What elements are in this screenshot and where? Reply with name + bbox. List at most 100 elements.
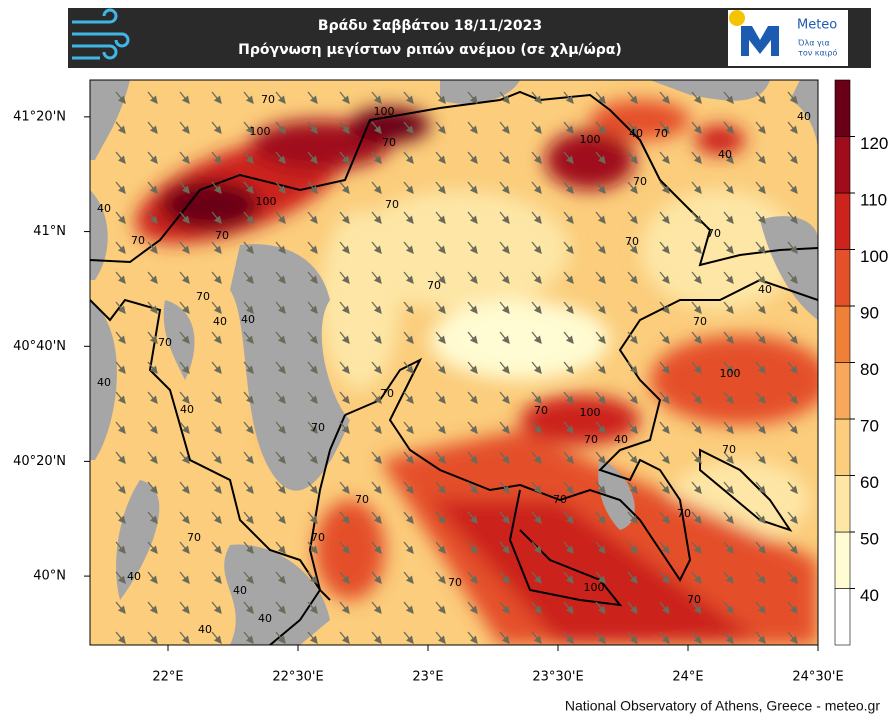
wind-arrow (339, 631, 350, 645)
wind-arrow (659, 421, 670, 435)
wind-arrow (275, 601, 286, 615)
wind-arrow (499, 121, 510, 135)
wind-arrow (595, 361, 606, 375)
wind-arrow (595, 211, 606, 225)
wind-arrow (499, 91, 510, 105)
wind-arrow (820, 242, 829, 253)
wind-arrow (275, 451, 286, 465)
wind-arrow (531, 151, 542, 165)
wind-arrow (595, 511, 606, 525)
wind-arrow (307, 331, 318, 345)
wind-arrow (371, 271, 382, 285)
wind-arrow (307, 391, 318, 405)
wind-arrow (179, 121, 190, 135)
wind-arrow (403, 601, 414, 615)
wind-arrow (723, 211, 734, 225)
wind-arrow (563, 121, 574, 135)
contour-label: 40 (797, 110, 811, 123)
wind-arrow (691, 91, 702, 105)
wind-arrow (627, 361, 638, 375)
wind-arrow (371, 541, 382, 555)
wind-arrow (499, 241, 510, 255)
wind-arrow (435, 91, 446, 105)
wind-arrow (179, 451, 190, 465)
x-tick-label: 24°E (672, 670, 703, 685)
wind-arrow (371, 421, 382, 435)
wind-arrow (531, 301, 542, 315)
wind-arrow (179, 391, 190, 405)
wind-arrow (627, 241, 638, 255)
wind-arrow (243, 631, 254, 645)
x-tick-label: 23°E (412, 670, 443, 685)
contour-label: 70 (687, 593, 701, 606)
contour-label: 100 (580, 133, 601, 146)
wind-arrow (403, 451, 414, 465)
contour-label: 70 (355, 493, 369, 506)
wind-arrow (403, 391, 414, 405)
wind-arrow (563, 181, 574, 195)
wind-arrow (435, 181, 446, 195)
colorbar-label: 40 (860, 586, 879, 605)
wind-arrow (531, 601, 542, 615)
wind-arrow (659, 91, 670, 105)
wind-arrow (115, 481, 126, 495)
wind-arrow (339, 451, 350, 465)
wind-arrow (147, 451, 158, 465)
contour-label: 100 (584, 581, 605, 594)
wind-arrow (147, 481, 158, 495)
contour-label: 40 (614, 433, 628, 446)
wind-arrow (820, 422, 829, 433)
wind-arrow (627, 571, 638, 585)
wind-arrow (467, 571, 478, 585)
wind-arrow (467, 91, 478, 105)
wind-arrow (499, 421, 510, 435)
wind-arrow (339, 511, 350, 525)
wind-arrow (531, 241, 542, 255)
wind-arrow (691, 271, 702, 285)
wind-arrow (467, 211, 478, 225)
wind-arrow (403, 511, 414, 525)
wind-arrow (691, 151, 702, 165)
wind-arrow (211, 511, 222, 525)
wind-arrow (755, 211, 766, 225)
wind-arrow (243, 421, 254, 435)
wind-arrow (595, 121, 606, 135)
wind-arrow (787, 91, 798, 105)
wind-arrow (211, 91, 222, 105)
wind-arrow (435, 211, 446, 225)
wind-arrow (403, 271, 414, 285)
contour-label: 40 (233, 584, 247, 597)
contour-label: 100 (250, 125, 271, 138)
contour-label: 40 (718, 148, 732, 161)
wind-arrow (115, 271, 126, 285)
wind-arrow (275, 541, 286, 555)
wind-arrow (339, 361, 350, 375)
wind-arrow (275, 241, 286, 255)
wind-arrow (531, 511, 542, 525)
wind-arrow (820, 272, 829, 283)
wind-arrow (563, 511, 574, 525)
wind-arrow (531, 571, 542, 585)
wind-arrow (403, 211, 414, 225)
wind-arrow (243, 271, 254, 285)
wind-arrow (563, 91, 574, 105)
wind-arrow (243, 241, 254, 255)
contour-label: 100 (580, 406, 601, 419)
wind-arrow (723, 181, 734, 195)
y-tick-label: 41°20'N (13, 109, 66, 124)
y-tick-label: 40°40'N (13, 339, 66, 354)
logo-m (741, 26, 779, 56)
contour-label: 70 (261, 93, 275, 106)
wind-arrow (371, 211, 382, 225)
wind-arrow (435, 271, 446, 285)
wind-arrow (627, 181, 638, 195)
contour-label: 70 (448, 576, 462, 589)
wind-arrow (723, 271, 734, 285)
wind-arrow (627, 601, 638, 615)
contour-label: 70 (693, 315, 707, 328)
wind-arrow (275, 91, 286, 105)
contour-label: 100 (256, 195, 277, 208)
wind-arrow (499, 631, 510, 645)
wind-arrow (307, 271, 318, 285)
